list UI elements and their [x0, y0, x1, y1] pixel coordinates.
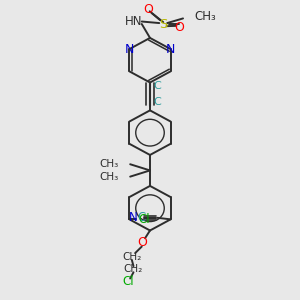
Text: CH₃: CH₃ [99, 159, 119, 169]
Text: CH₃: CH₃ [99, 172, 119, 182]
Text: CH₂: CH₂ [124, 264, 143, 274]
Text: CH₂: CH₂ [122, 252, 142, 262]
Text: HN: HN [125, 15, 142, 28]
Text: C: C [153, 97, 161, 107]
Text: C: C [137, 211, 146, 224]
Text: N: N [125, 43, 134, 56]
Text: Cl: Cl [139, 213, 150, 226]
Text: O: O [174, 21, 184, 34]
Text: S: S [159, 18, 167, 31]
Text: CH₃: CH₃ [195, 11, 216, 23]
Text: N: N [129, 211, 138, 224]
Text: C: C [153, 81, 161, 91]
Text: O: O [143, 3, 153, 16]
Text: N: N [166, 43, 175, 56]
Text: O: O [137, 236, 147, 249]
Text: Cl: Cl [123, 275, 134, 288]
